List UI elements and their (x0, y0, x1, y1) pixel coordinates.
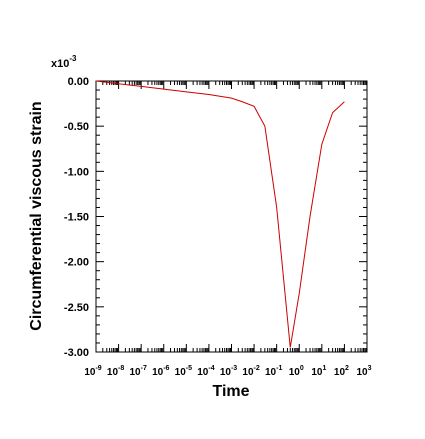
y-axis-title: Circumferential viscous strain (28, 101, 45, 330)
x-tick-label-exponent: 2 (345, 365, 349, 372)
y-tick-label: -2.00 (64, 257, 89, 269)
x-tick-label-exponent: -1 (276, 365, 282, 372)
x-tick-label: 102 (334, 365, 349, 378)
x-tick-label-base: 10 (152, 367, 164, 378)
x-tick-label-exponent: 3 (368, 365, 372, 372)
x-tick-label-base: 10 (84, 367, 96, 378)
x-tick-label-base: 10 (356, 367, 368, 378)
x-tick-label-base: 10 (289, 367, 301, 378)
y-tick-label: -2.50 (64, 302, 89, 314)
x-tick-label-base: 10 (175, 367, 187, 378)
x-tick-label-exponent: -9 (95, 365, 101, 372)
y-multiplier: x10-3 (51, 54, 77, 70)
x-tick-label: 10-3 (220, 365, 237, 378)
x-tick-label-exponent: -8 (118, 365, 124, 372)
x-tick-label-exponent: 1 (322, 365, 326, 372)
y-multiplier-exp: -3 (69, 54, 77, 63)
x-tick-label-exponent: 0 (300, 365, 304, 372)
y-tick-label: -1.00 (64, 166, 89, 178)
x-tick-label-base: 10 (242, 367, 254, 378)
y-axis-ticks (96, 80, 367, 353)
x-tick-label-base: 10 (265, 367, 277, 378)
x-tick-label-base: 10 (311, 367, 323, 378)
x-tick-label-exponent: -4 (208, 365, 214, 372)
x-axis-tick-labels: 10-9 10-8 10-7 10-6 10-5 10-4 10-3 10-2 10-1 100 1… (84, 365, 371, 378)
x-tick-label: 10-1 (265, 365, 282, 378)
x-axis-ticks (95, 81, 368, 352)
x-tick-label-exponent: -7 (141, 365, 147, 372)
x-tick-label: 10-6 (152, 365, 169, 378)
x-tick-label: 10-4 (197, 365, 214, 378)
x-tick-label-base: 10 (220, 367, 232, 378)
x-tick-label-base: 10 (107, 367, 119, 378)
x-axis-title: Time (212, 383, 249, 400)
y-axis-tick-labels: 0.00 -0.50 -1.00 -1.50 -2.00 -2.50 -3.00 (64, 76, 89, 359)
x-tick-label: 10-9 (84, 365, 101, 378)
y-multiplier-base: x10 (51, 58, 69, 70)
x-tick-label: 10-2 (242, 365, 259, 378)
x-tick-label: 103 (356, 365, 371, 378)
x-tick-label-base: 10 (197, 367, 209, 378)
x-tick-label-exponent: -3 (231, 365, 237, 372)
x-tick-label: 101 (311, 365, 326, 378)
series-line (95, 80, 345, 348)
y-tick-label: -1.50 (64, 212, 89, 224)
y-tick-label: -3.00 (64, 347, 89, 359)
x-tick-label-base: 10 (129, 367, 141, 378)
x-tick-label-exponent: -5 (186, 365, 192, 372)
plot-frame (95, 80, 368, 353)
x-tick-label-exponent: -6 (163, 365, 169, 372)
x-tick-label: 10-8 (107, 365, 124, 378)
x-tick-label-exponent: -2 (254, 365, 260, 372)
x-tick-label: 10-7 (129, 365, 146, 378)
x-tick-label-base: 10 (334, 367, 346, 378)
y-tick-label: 0.00 (68, 76, 89, 88)
y-tick-label: -0.50 (64, 121, 89, 133)
x-tick-label: 100 (289, 365, 304, 378)
x-tick-label: 10-5 (175, 365, 192, 378)
